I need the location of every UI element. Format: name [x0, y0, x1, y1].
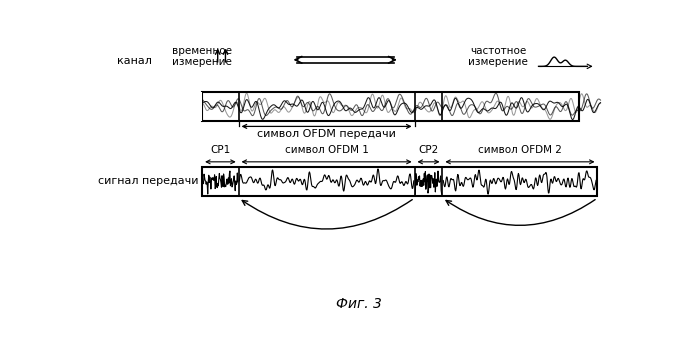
Text: CP2: CP2 — [419, 145, 439, 155]
Text: символ OFDM 2: символ OFDM 2 — [478, 145, 562, 155]
Text: CP1: CP1 — [210, 145, 230, 155]
Text: канал: канал — [117, 56, 152, 66]
Text: символ OFDM передачи: символ OFDM передачи — [257, 130, 396, 139]
Bar — [202, 92, 579, 121]
Text: временное
измерение: временное измерение — [172, 46, 232, 67]
Bar — [202, 167, 598, 196]
Text: сигнал приема: сигнал приема — [111, 101, 198, 112]
Text: Фиг. 3: Фиг. 3 — [336, 297, 382, 311]
Bar — [88, 92, 202, 121]
Text: сигнал передачи: сигнал передачи — [98, 176, 198, 187]
Text: символ OFDM 1: символ OFDM 1 — [285, 145, 368, 155]
Text: частотное
измерение: частотное измерение — [468, 46, 528, 67]
